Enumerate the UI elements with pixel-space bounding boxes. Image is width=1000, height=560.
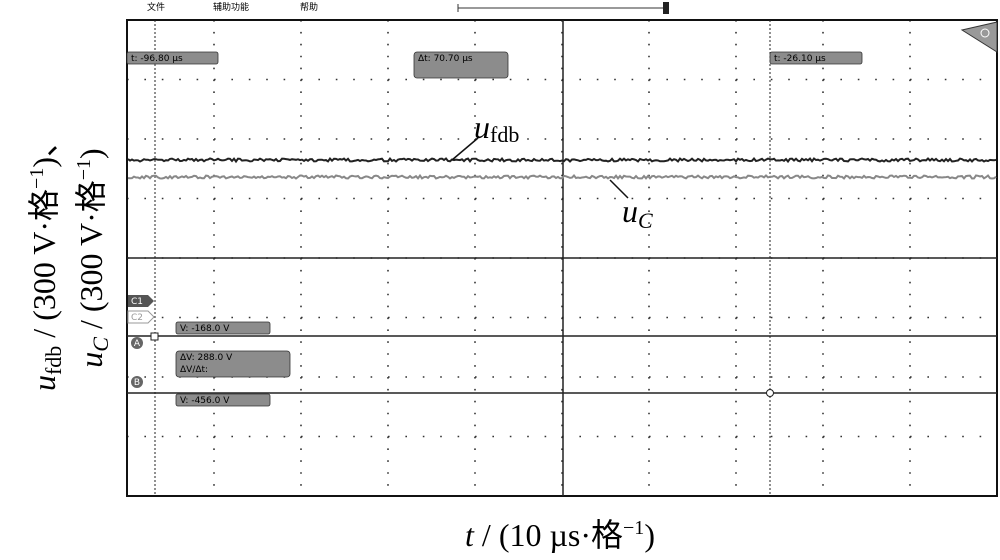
readout: t: -26.10 µs (774, 54, 826, 64)
label-exp: −1 (73, 159, 95, 180)
trace-sub: C (638, 208, 653, 233)
label-pointer (451, 137, 479, 161)
readout-box (175, 393, 271, 407)
label-sub: fdb (41, 346, 66, 375)
menu-item[interactable]: 文件 (147, 1, 165, 13)
label-var: t (465, 517, 475, 553)
y-axis-label: uC / (300 V·格−1) (73, 148, 113, 367)
channel-marker[interactable] (127, 310, 155, 324)
readout-box (175, 321, 271, 335)
label-exp: −1 (623, 517, 644, 539)
y-axis-label: ufdb / (300 V·格−1)、 (26, 125, 66, 391)
label-sub: C (88, 337, 113, 352)
trace-var: u (474, 109, 490, 145)
x-axis-label: t / (10 µs·格−1) (465, 517, 655, 553)
channel-marker[interactable] (128, 295, 154, 307)
label-unit: / (300 V·格 (26, 189, 62, 346)
trace-uc (127, 173, 997, 181)
label-tail: )、 (26, 125, 62, 168)
trace-sub: fdb (490, 122, 519, 147)
readout: ΔV: 288.0 V (180, 353, 233, 363)
readout: V: -456.0 V (180, 396, 230, 406)
readout: Δt: 70.70 µs (418, 54, 473, 64)
channel-label: C2 (131, 313, 143, 323)
slider-thumb[interactable] (663, 2, 669, 14)
readout: V: -168.0 V (180, 324, 230, 334)
label-tail: ) (73, 148, 109, 159)
label-var: u (26, 375, 62, 391)
zoom-icon-glass (980, 28, 990, 38)
readout-box (769, 51, 863, 65)
label-unit: / (300 V·格 (73, 180, 109, 337)
cursor-handle[interactable] (766, 389, 774, 397)
label-tail: ) (644, 517, 655, 553)
cursor-marker[interactable] (131, 337, 143, 349)
readout-box (126, 51, 219, 65)
cursor-marker[interactable] (131, 376, 143, 388)
trace-ufdb (127, 156, 997, 164)
readout: ΔV/Δt: (180, 365, 208, 375)
readout-box (413, 51, 509, 79)
zoom-icon[interactable] (960, 21, 998, 53)
trace-var: u (622, 193, 638, 229)
trace-label: ufdb (474, 109, 519, 147)
label-unit: / (10 µs·格 (474, 517, 623, 553)
label-var: u (73, 352, 109, 368)
menu-item[interactable]: 帮助 (300, 1, 318, 13)
readout: t: -96.80 µs (131, 54, 183, 64)
channel-label: C1 (131, 297, 143, 307)
cursor-marker-label: A (134, 339, 141, 349)
cursor-handle[interactable] (150, 332, 159, 341)
cursor-marker-label: B (134, 378, 140, 388)
label-exp: −1 (26, 168, 48, 189)
label-pointer (609, 179, 629, 199)
readout-box (175, 350, 291, 378)
menu-item[interactable]: 辅助功能 (213, 1, 249, 13)
trace-label: uC (622, 193, 653, 233)
